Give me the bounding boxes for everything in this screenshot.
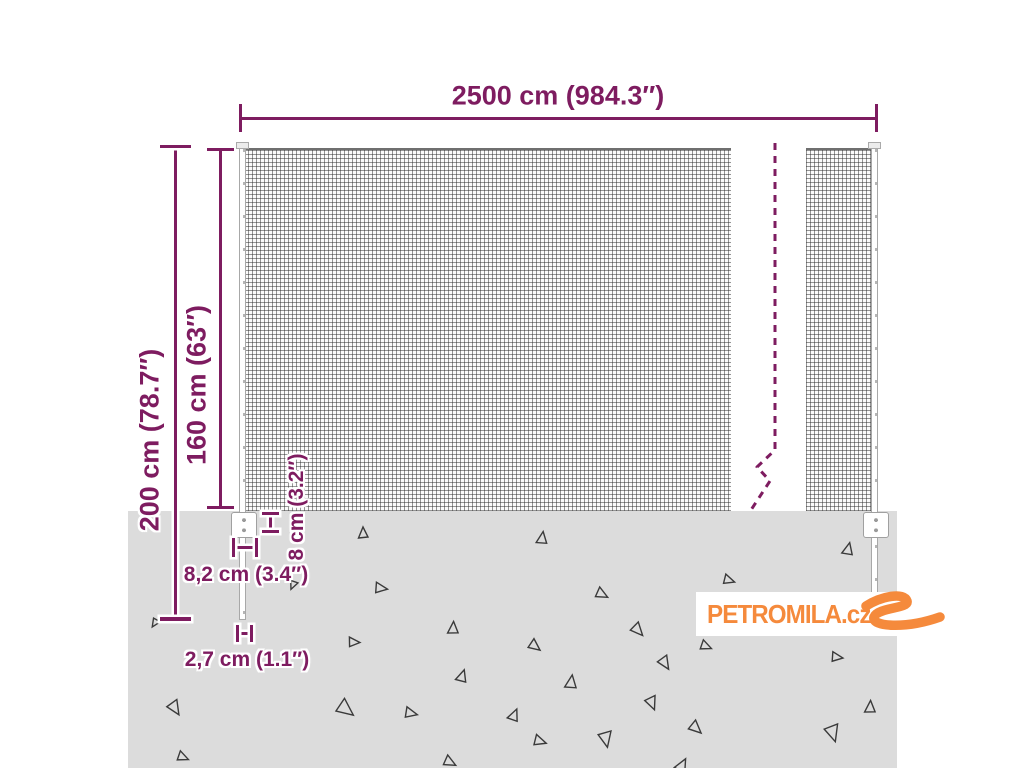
post-width-bracket-line bbox=[238, 632, 251, 635]
total-height-dimension-line bbox=[174, 146, 177, 620]
width-dimension-end-left bbox=[239, 104, 242, 132]
sleeve-width-bracket-right bbox=[255, 538, 258, 557]
fence-post-right-cap bbox=[868, 142, 881, 149]
post-width-bracket-right bbox=[250, 625, 253, 642]
net-height-dimension-end-bottom bbox=[207, 506, 234, 509]
fence-post-left bbox=[239, 148, 246, 620]
sleeve-width-bracket-line bbox=[234, 546, 257, 549]
anchor-height-bracket-bottom bbox=[262, 530, 279, 533]
logo-band: PETROMILA.cz bbox=[696, 592, 897, 636]
post-width-bracket-left bbox=[236, 625, 239, 642]
fence-net-main bbox=[240, 148, 731, 511]
total-height-dimension-label: 200 cm (78.7″) bbox=[134, 348, 165, 532]
total-height-dimension-end-bottom bbox=[160, 617, 191, 621]
logo-text: PETROMILA.cz bbox=[707, 598, 871, 629]
width-dimension-end-right bbox=[875, 104, 878, 132]
sleeve-width-label: 8,2 cm (3.4″) bbox=[183, 563, 309, 586]
net-break-dashed-line bbox=[749, 143, 777, 511]
net-height-dimension-line bbox=[219, 149, 222, 509]
fence-net-right-section bbox=[806, 148, 878, 511]
sleeve-width-bracket-left bbox=[232, 538, 235, 557]
net-height-dimension-label: 160 cm (63″) bbox=[181, 304, 212, 466]
anchor-height-bracket-top bbox=[262, 512, 279, 515]
anchor-height-bracket-line bbox=[269, 514, 272, 533]
total-height-dimension-end-top bbox=[160, 145, 191, 148]
net-height-dimension-end-top bbox=[207, 148, 234, 151]
ground-sleeve-right bbox=[863, 512, 889, 538]
fence-post-left-cap bbox=[236, 142, 249, 149]
ground-sleeve-left bbox=[231, 512, 257, 538]
post-width-label: 2,7 cm (1.1″) bbox=[184, 648, 310, 671]
width-dimension-line bbox=[240, 117, 877, 120]
anchor-height-label: 8 cm (3.2″) bbox=[285, 453, 308, 561]
width-dimension-label: 2500 cm (984.3″) bbox=[451, 80, 665, 111]
